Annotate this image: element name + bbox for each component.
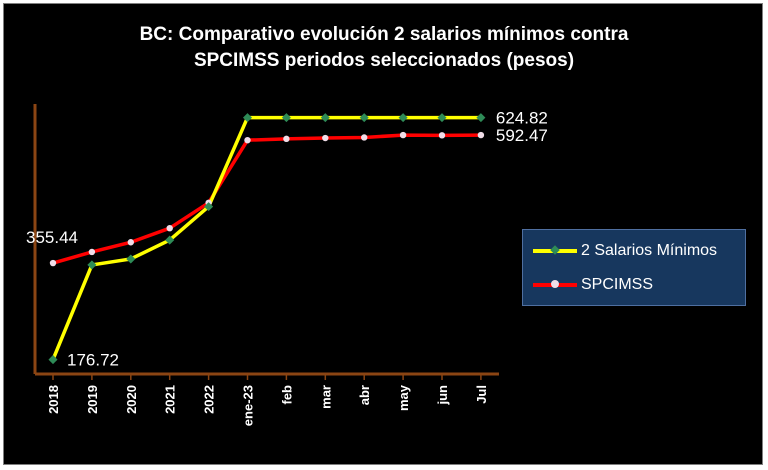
chart-title: BC: Comparativo evolución 2 salarios mín… (0, 22, 768, 74)
data-point-salarios (437, 113, 447, 123)
data-point-salarios (242, 113, 253, 123)
x-tick-label: jun (435, 385, 450, 406)
legend-line-salarios (533, 245, 577, 255)
x-tick-label: Jul (474, 385, 489, 404)
data-point-spcimss (244, 136, 251, 144)
x-tick-label: 2021 (163, 385, 178, 414)
data-point-salarios (281, 113, 291, 123)
data-point-spcimss (127, 239, 134, 246)
data-point-spcimss (438, 132, 446, 139)
x-tick-label: may (396, 384, 411, 411)
data-label: 592.47 (496, 126, 548, 145)
legend-item-salarios: 2 Salarios Mínimos (533, 242, 717, 260)
legend-item-spcimss: SPCIMSS (533, 276, 653, 294)
x-tick-label: 2018 (46, 385, 61, 414)
data-point-salarios (476, 113, 486, 123)
data-point-salarios (87, 260, 97, 270)
chart-title-line-2: SPCIMSS periodos seleccionados (pesos) (193, 50, 575, 71)
data-label: 176.72 (67, 351, 119, 370)
x-tick-label: abr (357, 385, 372, 405)
data-point-spcimss (49, 259, 57, 267)
series-line-0 (51, 115, 481, 361)
chart-title-line-1: BC: Comparativo evolución 2 salarios mín… (139, 24, 629, 45)
x-tick-label: 2022 (202, 385, 217, 414)
data-point-salarios (204, 202, 214, 212)
legend-label-salarios: 2 Salarios Mínimos (581, 242, 718, 259)
legend-marker-spcimss (551, 280, 559, 288)
data-point-salarios (359, 113, 369, 123)
data-label: 624.82 (496, 109, 548, 128)
legend-marker-salarios (550, 245, 560, 255)
data-point-spcimss (88, 248, 96, 256)
series-line-1 (52, 133, 481, 265)
x-tick-label: mar (318, 385, 333, 409)
x-tick-label: feb (279, 385, 294, 405)
x-tick-label: 2019 (85, 385, 100, 414)
data-point-salarios (320, 113, 330, 123)
x-tick-label: 2020 (124, 385, 139, 414)
data-label: 355.44 (26, 228, 78, 247)
legend-label-spcimss: SPCIMSS (581, 276, 654, 293)
data-point-spcimss (477, 131, 485, 139)
data-point-spcimss (399, 131, 407, 139)
legend: 2 Salarios Mínimos SPCIMSS (522, 229, 746, 306)
data-point-spcimss (283, 135, 290, 143)
data-point-spcimss (166, 225, 173, 232)
legend-line-spcimss (533, 280, 577, 288)
data-point-salarios (398, 113, 408, 123)
data-point-spcimss (322, 134, 329, 142)
data-point-spcimss (361, 134, 368, 141)
x-tick-label: ene-23 (241, 385, 256, 426)
data-point-salarios (165, 235, 175, 245)
